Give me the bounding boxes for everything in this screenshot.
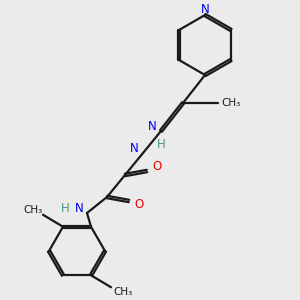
Text: N: N [130, 142, 138, 155]
Text: CH₃: CH₃ [23, 205, 43, 215]
Text: CH₃: CH₃ [221, 98, 241, 108]
Text: O: O [134, 199, 144, 212]
Text: H: H [61, 202, 69, 215]
Text: O: O [152, 160, 162, 173]
Text: N: N [75, 202, 83, 215]
Text: H: H [157, 139, 165, 152]
Text: N: N [201, 2, 209, 16]
Text: CH₃: CH₃ [113, 287, 133, 297]
Text: N: N [148, 119, 156, 133]
